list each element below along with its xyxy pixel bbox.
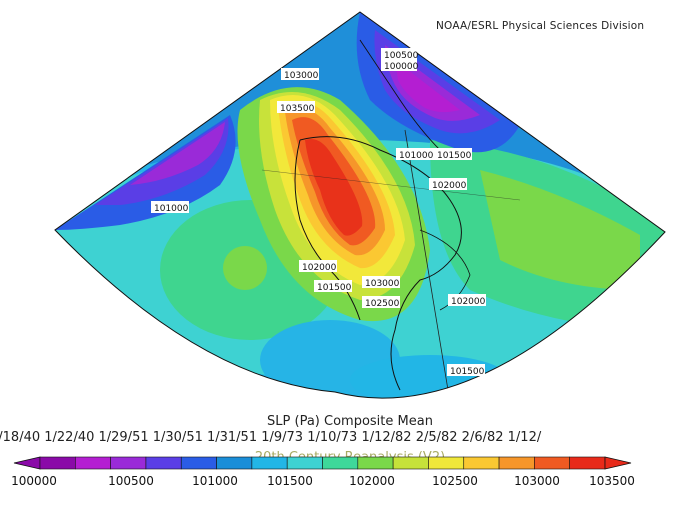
svg-text:103000: 103000 <box>284 71 319 81</box>
colorbar-swatch <box>392 456 429 470</box>
colorbar-label: 101500 <box>267 474 313 488</box>
colorbar-swatch <box>534 456 570 470</box>
svg-text:101500: 101500 <box>437 151 472 161</box>
contour-label: 102000 <box>429 178 467 191</box>
colorbar-label: 100500 <box>108 474 154 488</box>
contour-label: 100500 <box>381 48 419 61</box>
contour-label: 103000 <box>281 68 319 81</box>
colorbar-swatch <box>216 456 253 470</box>
contour-label: 102000 <box>299 260 337 273</box>
contour-label: 101000 <box>151 201 189 214</box>
contour-label: 103500 <box>277 101 315 114</box>
colorbar-swatch <box>286 456 323 470</box>
colorbar-swatch <box>322 456 359 470</box>
colorbar-swatch <box>110 456 147 470</box>
svg-text:102000: 102000 <box>432 181 467 191</box>
contour-label: 101500 <box>434 148 472 161</box>
colorbar-swatch <box>145 456 182 470</box>
contour-label: 102000 <box>448 294 486 307</box>
map-title: SLP (Pa) Composite Mean <box>267 414 433 429</box>
map-boundary <box>54 11 666 399</box>
contour-label: 101500 <box>447 364 485 377</box>
colorbar-label: 103000 <box>514 474 560 488</box>
colorbar-label: 101000 <box>192 474 238 488</box>
svg-text:101500: 101500 <box>317 283 352 293</box>
contour-labels: 100500 100000 103000 103500 101000 10150… <box>151 48 486 377</box>
colorbar-label: 102500 <box>432 474 478 488</box>
contour-label: 101500 <box>314 280 352 293</box>
svg-text:102000: 102000 <box>302 263 337 273</box>
colorbar-swatch <box>39 456 76 470</box>
colorbar-labels: 100000 100500 101000 101500 102000 10250… <box>0 474 700 490</box>
svg-text:101000: 101000 <box>399 151 434 161</box>
slp-map: 100500 100000 103000 103500 101000 10150… <box>54 11 666 399</box>
colorbar-swatch <box>75 456 111 470</box>
svg-text:103000: 103000 <box>365 279 400 289</box>
svg-text:101500: 101500 <box>450 367 485 377</box>
composite-dates: 1/18/40 1/22/40 1/29/51 1/30/51 1/31/51 … <box>0 430 542 445</box>
contour-label: 102500 <box>362 296 400 309</box>
colorbar-swatch <box>428 456 465 470</box>
colorbar-label: 103500 <box>589 474 635 488</box>
contour-label: 100000 <box>381 59 419 72</box>
credit-text: NOAA/ESRL Physical Sciences Division <box>436 20 645 32</box>
colorbar-swatch <box>498 456 535 470</box>
svg-text:100000: 100000 <box>384 62 419 72</box>
colorbar-swatch <box>569 456 606 470</box>
colorbar-swatch <box>251 456 288 470</box>
colorbar-label: 102000 <box>349 474 395 488</box>
colorbar-label: 100000 <box>11 474 57 488</box>
svg-text:102000: 102000 <box>451 297 486 307</box>
svg-text:101000: 101000 <box>154 204 189 214</box>
colorbar-arrow-low <box>13 456 41 470</box>
contour-label: 101000 <box>396 148 434 161</box>
svg-text:103500: 103500 <box>280 104 315 114</box>
colorbar-swatch <box>357 456 394 470</box>
svg-text:100500: 100500 <box>384 51 419 61</box>
colorbar-arrow-high <box>604 456 632 470</box>
colorbar-swatch <box>463 456 500 470</box>
svg-text:102500: 102500 <box>365 299 400 309</box>
contour-label: 103000 <box>362 276 400 289</box>
colorbar-swatch <box>180 456 217 470</box>
